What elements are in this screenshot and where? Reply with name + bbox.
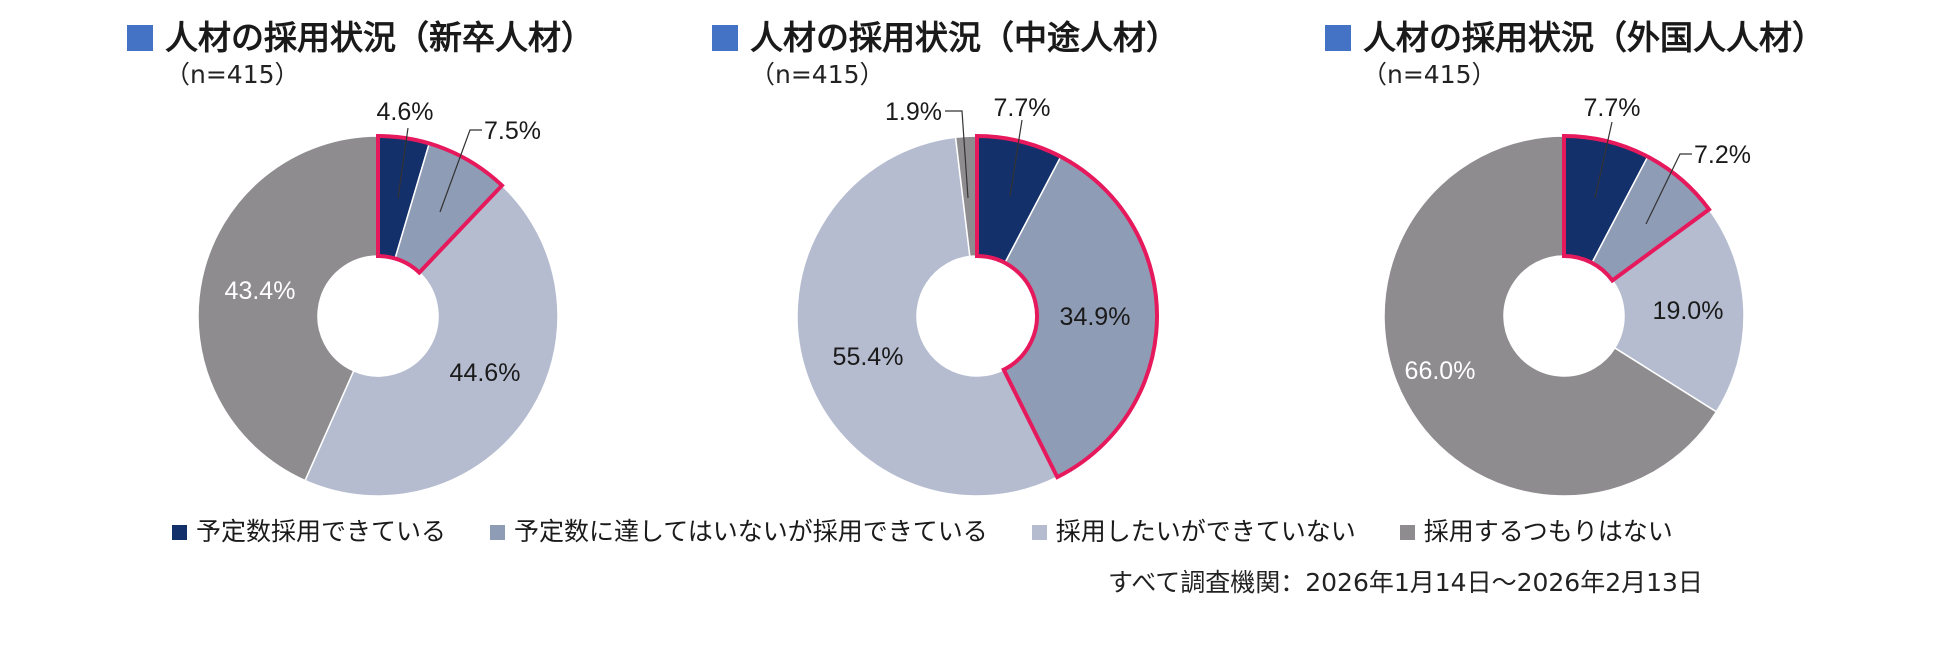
chart-title-3: 人材の採用状況（外国人人材） bbox=[1325, 18, 1825, 58]
data-label: 4.6% bbox=[377, 98, 434, 126]
legend-label: 予定数採用できている bbox=[196, 517, 447, 546]
legend-swatch-icon bbox=[490, 524, 506, 540]
chart-title-text-2: 人材の採用状況（中途人材） bbox=[750, 18, 1179, 57]
leader-line bbox=[1645, 153, 1692, 225]
legend-swatch-icon bbox=[1399, 524, 1415, 540]
legend-swatch-icon bbox=[1031, 524, 1047, 540]
data-label: 1.9% bbox=[885, 98, 942, 126]
data-label: 19.0% bbox=[1653, 297, 1724, 325]
data-label: 44.6% bbox=[450, 359, 521, 387]
legend-item: 採用するつもりはない bbox=[1399, 517, 1673, 547]
data-label: 66.0% bbox=[1405, 357, 1476, 385]
legend-label: 採用したいができていない bbox=[1055, 517, 1356, 546]
chart-n-1: （n=415） bbox=[165, 60, 300, 89]
donut-slice bbox=[1611, 208, 1745, 413]
data-label: 7.5% bbox=[484, 117, 541, 145]
chart-title-text-1: 人材の採用状況（新卒人材） bbox=[165, 18, 594, 57]
leader-line bbox=[397, 127, 409, 199]
donut-chart-2: 7.7% 34.9% 55.4% 1.9% bbox=[796, 94, 1159, 497]
legend-item: 予定数に達してはいないが採用できている bbox=[490, 517, 988, 547]
chart-title-text-3: 人材の採用状況（外国人人材） bbox=[1363, 18, 1825, 57]
donut-slice bbox=[197, 135, 379, 482]
donut-slice bbox=[796, 136, 1059, 497]
highlight-border bbox=[376, 133, 505, 276]
leader-line bbox=[1009, 119, 1023, 197]
chart-title-2: 人材の採用状況（中途人材） bbox=[712, 18, 1179, 58]
legend-label: 予定数に達してはいないが採用できている bbox=[514, 517, 988, 546]
title-marker bbox=[1325, 25, 1351, 51]
data-label: 7.7% bbox=[1584, 94, 1641, 122]
chart-n-3: （n=415） bbox=[1362, 60, 1497, 89]
data-label: 55.4% bbox=[833, 343, 904, 371]
leader-line bbox=[945, 110, 969, 199]
title-marker bbox=[127, 25, 153, 51]
source-note: すべて調査機関：2026年1月14日～2026年2月13日 bbox=[1108, 568, 1703, 597]
legend-item: 採用したいができていない bbox=[1031, 517, 1356, 547]
chart-n-2: （n=415） bbox=[750, 60, 885, 89]
data-label: 7.7% bbox=[994, 94, 1051, 122]
leader-line bbox=[439, 129, 482, 213]
legend: 予定数採用できている 予定数に達してはいないが採用できている 採用したいができて… bbox=[172, 517, 1717, 547]
leader-line bbox=[1594, 121, 1613, 199]
donut-chart-3: 7.7% 7.2% 19.0% 66.0% bbox=[1383, 94, 1751, 497]
legend-swatch-icon bbox=[172, 524, 187, 540]
title-marker bbox=[712, 25, 738, 51]
data-label: 43.4% bbox=[225, 277, 296, 305]
legend-item: 予定数採用できている bbox=[172, 517, 446, 547]
legend-label: 採用するつもりはない bbox=[1423, 517, 1673, 546]
donut-slice bbox=[304, 184, 559, 497]
data-label: 7.2% bbox=[1694, 141, 1751, 169]
donut-slice bbox=[1383, 135, 1718, 497]
data-label: 34.9% bbox=[1060, 303, 1131, 331]
donut-chart-1: 4.6% 7.5% 44.6% 43.4% bbox=[197, 98, 559, 497]
chart-title-1: 人材の採用状況（新卒人材） bbox=[127, 18, 594, 58]
highlight-border bbox=[975, 133, 1159, 480]
